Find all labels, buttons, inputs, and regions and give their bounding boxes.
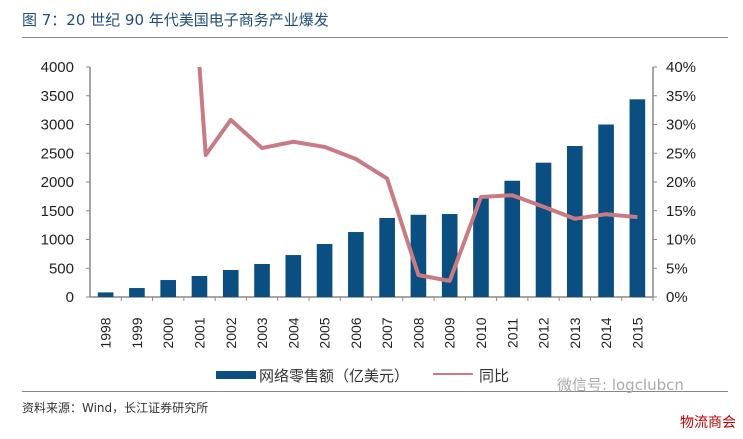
bar-2014 <box>598 124 614 297</box>
x-tick-label: 2011 <box>504 318 520 348</box>
left-tick-label: 2000 <box>41 174 74 191</box>
x-tick-label: 2008 <box>410 317 426 348</box>
chart-svg: 0 500 1000 1500 2000 2500 3000 3500 4000 0% 5% 10% 1… <box>41 59 696 385</box>
x-tick-label: 2015 <box>629 317 645 348</box>
right-tick-label: 15% <box>666 203 696 220</box>
bar-2015 <box>629 99 646 297</box>
x-tick-label: 2001 <box>191 317 207 348</box>
x-tick-label: 2012 <box>536 317 552 348</box>
x-tick-label: 2014 <box>598 317 614 348</box>
left-tick-label: 1500 <box>41 203 74 220</box>
right-tick-label: 40% <box>666 59 696 76</box>
bar-2002 <box>222 269 239 297</box>
x-tick-label: 2003 <box>254 317 270 348</box>
bar-2006 <box>348 232 364 297</box>
bar-2013 <box>566 146 583 297</box>
left-tick-label: 1000 <box>41 232 74 249</box>
right-tick-label: 20% <box>666 174 696 191</box>
right-tick-label: 25% <box>666 145 696 162</box>
bar-2000 <box>160 280 177 297</box>
bar-2012 <box>535 162 552 297</box>
x-tick-label: 1999 <box>129 317 145 348</box>
left-tick-label: 0 <box>66 289 74 306</box>
brand-label: 物流商会 <box>680 415 736 431</box>
x-tick-label: 2007 <box>379 317 395 348</box>
bottom-divider <box>22 391 728 392</box>
x-tick-label: 1998 <box>98 317 114 348</box>
x-tick-label: 2004 <box>285 317 301 348</box>
bar-2001 <box>191 276 208 297</box>
bar-1999 <box>129 288 145 297</box>
x-tick-label: 2002 <box>223 317 239 348</box>
right-tick-label: 5% <box>666 260 688 277</box>
right-tick-label: 30% <box>666 117 696 134</box>
watermark: 微信号: logclubcn <box>557 376 684 394</box>
bar-2004 <box>285 255 302 297</box>
left-tick-label: 500 <box>49 260 74 277</box>
source-note: 资料来源：Wind，长江证券研究所 <box>22 401 209 415</box>
right-tick-label: 35% <box>666 88 696 105</box>
bar-2007 <box>379 217 395 297</box>
bar-2011 <box>504 180 521 297</box>
legend-line-label: 同比 <box>479 368 509 385</box>
yoy-line <box>197 66 638 283</box>
bar-2003 <box>254 263 270 297</box>
bar-2005 <box>316 243 333 297</box>
left-tick-label: 4000 <box>41 59 74 76</box>
legend-bar-swatch <box>216 371 256 379</box>
x-tick-label: 2006 <box>348 317 364 348</box>
left-tick-label: 3000 <box>41 117 74 134</box>
legend-bar-label: 网络零售额（亿美元） <box>259 368 409 385</box>
right-tick-label: 10% <box>666 232 696 249</box>
bar-2009 <box>441 214 458 297</box>
left-tick-label: 3500 <box>41 88 74 105</box>
x-tick-label: 2000 <box>160 317 176 348</box>
left-tick-label: 2500 <box>41 145 74 162</box>
x-tick-label: 2013 <box>567 317 583 348</box>
bar-2010 <box>473 197 489 297</box>
figure-title: 图 7：20 世纪 90 年代美国电子商务产业爆发 <box>22 11 329 29</box>
x-tick-label: 2009 <box>442 317 458 348</box>
top-divider <box>22 37 728 38</box>
right-tick-label: 0% <box>666 289 688 306</box>
x-tick-label: 2010 <box>473 317 489 348</box>
x-tick-label: 2005 <box>317 317 333 348</box>
bar-1998 <box>97 292 114 297</box>
